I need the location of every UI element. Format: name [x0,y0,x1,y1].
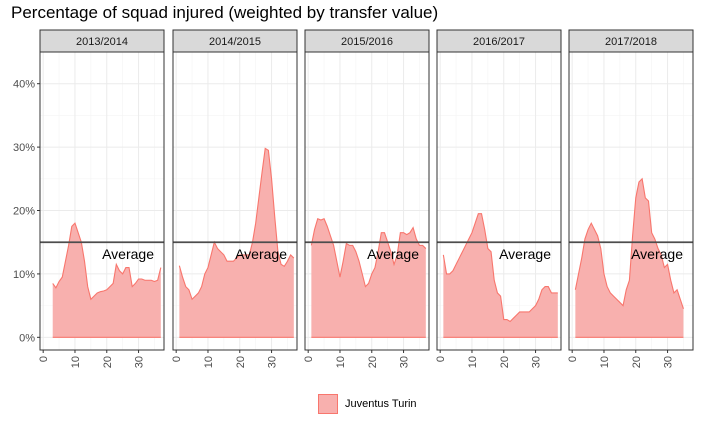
panel-border [39,51,165,351]
x-tick-label: 0 [171,356,183,362]
y-tick-label: 0% [19,332,35,344]
legend: Juventus Turin [318,393,417,415]
panel-border [568,51,694,351]
x-tick-label: 30 [531,356,543,368]
x-tick-label: 10 [70,356,82,368]
average-label: Average [499,246,551,262]
x-tick-label: 20 [499,356,511,368]
facet-strip-label: 2013/2014 [76,36,128,48]
x-tick-label: 10 [467,356,479,368]
panel-border [436,51,562,351]
area-line [442,213,558,323]
area-line [310,218,427,288]
area-line [574,177,684,309]
average-label: Average [102,246,154,262]
x-tick-label: 30 [399,356,411,368]
x-tick-label: 10 [335,356,347,368]
x-tick-label: 10 [599,356,611,368]
x-tick-label: 20 [102,356,114,368]
legend-label: Juventus Turin [345,398,417,410]
area-fill [311,218,426,338]
average-label: Average [631,246,683,262]
facet-panel: 2013/2014 Average 0 10 20 30 [38,29,165,368]
facet-strip-label: 2015/2016 [341,36,393,48]
area-line [52,222,162,301]
area-line [178,147,295,301]
facet-strip-label: 2014/2015 [209,36,261,48]
x-tick-label: 0 [435,356,447,362]
x-tick-label: 0 [567,356,579,362]
x-tick-label: 0 [303,356,315,362]
panel-border [172,51,298,351]
facet-strip-label: 2017/2018 [605,36,657,48]
area-fill [575,178,684,338]
chart-title: Percentage of squad injured (weighted by… [11,3,439,22]
legend-key-swatch [318,394,338,414]
facet-panel: 2016/2017 Average 0 10 20 30 [435,29,562,368]
x-tick-label: 0 [38,356,50,362]
x-tick-label: 30 [134,356,146,368]
y-tick-label: 10% [13,269,35,281]
y-tick-label: 20% [13,206,35,218]
x-tick-label: 20 [235,356,247,368]
x-tick-label: 10 [203,356,215,368]
x-tick-label: 20 [631,356,643,368]
y-tick-label: 40% [13,79,35,91]
average-label: Average [235,246,287,262]
facet-strip-label: 2016/2017 [473,36,525,48]
facet-panel: 2014/2015 Average 0 10 20 30 [171,29,298,368]
x-tick-label: 20 [367,356,379,368]
panel-border [304,51,430,351]
x-tick-label: 30 [663,356,675,368]
area-fill [443,213,558,338]
average-label: Average [367,246,419,262]
area-fill [52,223,161,338]
x-tick-label: 30 [267,356,279,368]
facet-panel: 2015/2016 Average 0 10 20 30 [303,29,430,368]
y-tick-label: 30% [13,142,35,154]
area-fill [179,148,294,338]
facet-panel: 2017/2018 Average 0 10 20 30 [567,29,694,368]
